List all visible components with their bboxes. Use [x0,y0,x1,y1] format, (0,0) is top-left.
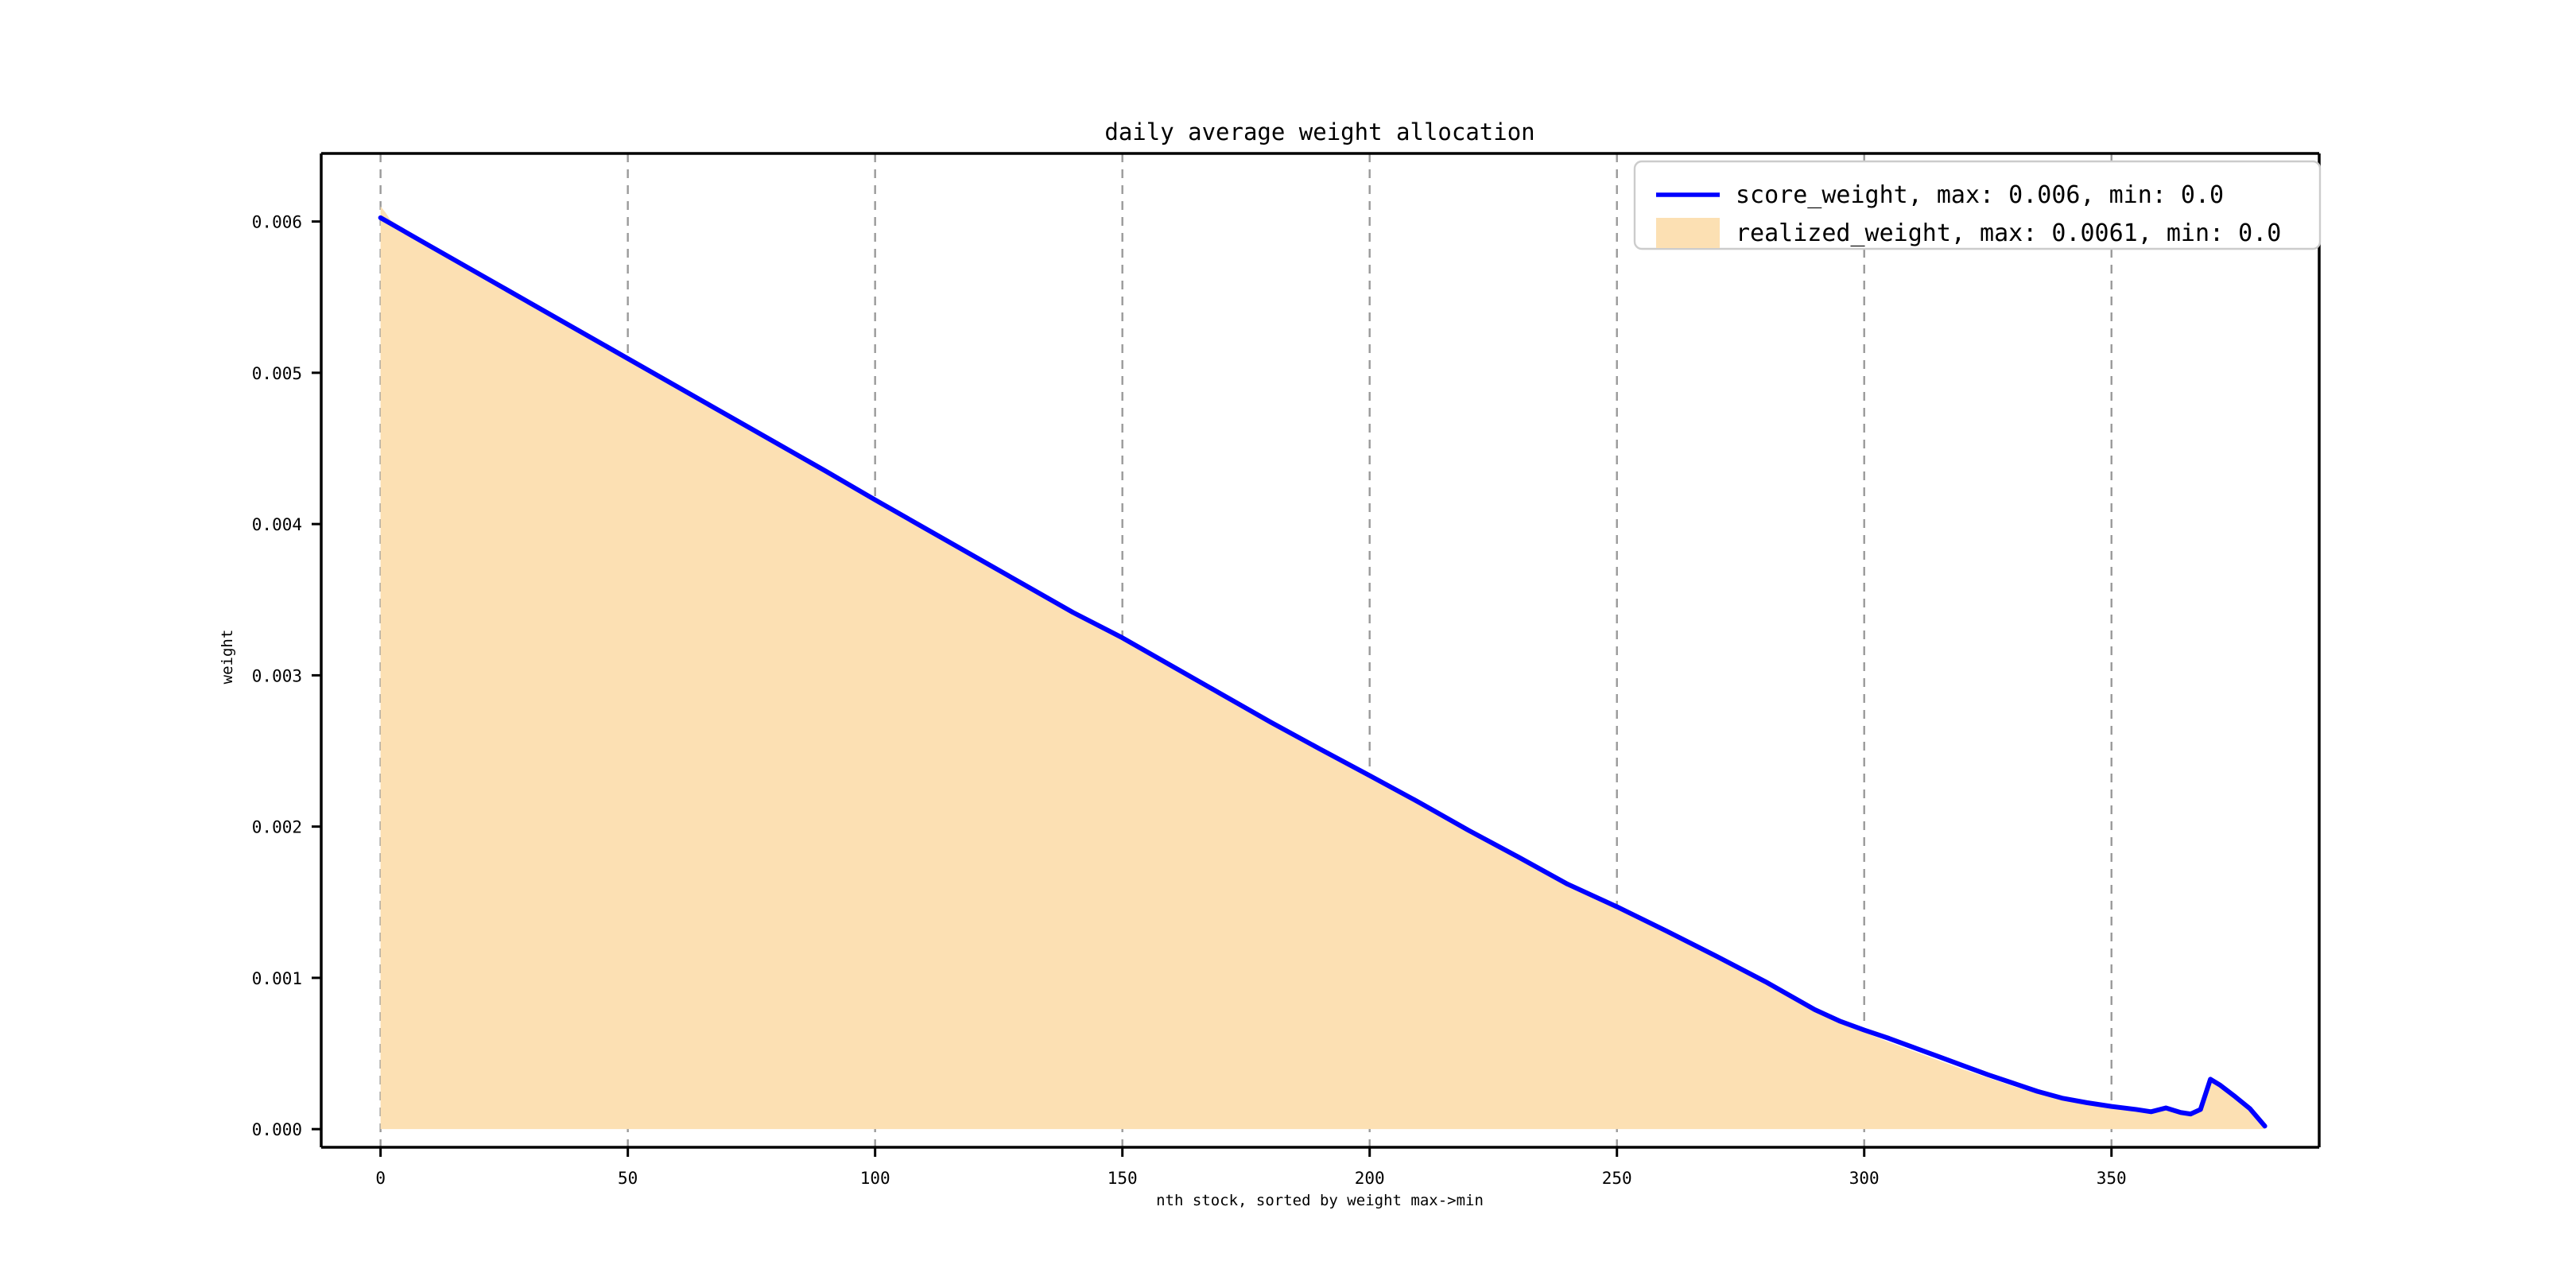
ytick-label-5: 0.005 [252,364,302,383]
ytick-label-2: 0.002 [252,818,302,837]
score-weight-line-path [378,215,2268,1129]
xtick-label-0: 0 [375,1169,386,1188]
xtick-label-200: 200 [1355,1169,1385,1188]
score-weight-line [378,215,2268,1129]
realized-weight-area [380,206,2265,1130]
ytick-label-6: 0.006 [252,213,302,232]
legend-box [1633,160,2322,250]
x-axis-ticks: 0 50 100 150 200 250 300 350 [375,1147,2127,1188]
y-axis-label: weight [219,630,236,685]
ytick-label-1: 0.001 [252,969,302,988]
x-axis-label: nth stock, sorted by weight max->min [1156,1192,1484,1209]
xtick-label-250: 250 [1602,1169,1632,1188]
legend-swatch-realized-weight [1656,218,1720,248]
ytick-label-0: 0.000 [252,1120,302,1139]
legend-label-score-weight: score_weight, max: 0.006, min: 0.0 [1736,181,2224,209]
realized-weight-area-path [380,206,2265,1130]
xtick-label-50: 50 [618,1169,638,1188]
ytick-label-4: 0.004 [252,515,302,534]
xtick-label-150: 150 [1108,1169,1138,1188]
ytick-label-3: 0.003 [252,666,302,685]
xtick-label-300: 300 [1849,1169,1880,1188]
legend-label-realized-weight: realized_weight, max: 0.0061, min: 0.0 [1736,219,2281,247]
y-axis-ticks: 0.000 0.001 0.002 0.003 0.004 0.005 0.006 [252,213,321,1139]
xtick-label-350: 350 [2097,1169,2127,1188]
chart-title: daily average weight allocation [1104,118,1534,145]
xtick-label-100: 100 [860,1169,890,1188]
chart-legend[interactable]: score_weight, max: 0.006, min: 0.0 reali… [1633,160,2322,250]
axes-spines [320,152,2321,1149]
